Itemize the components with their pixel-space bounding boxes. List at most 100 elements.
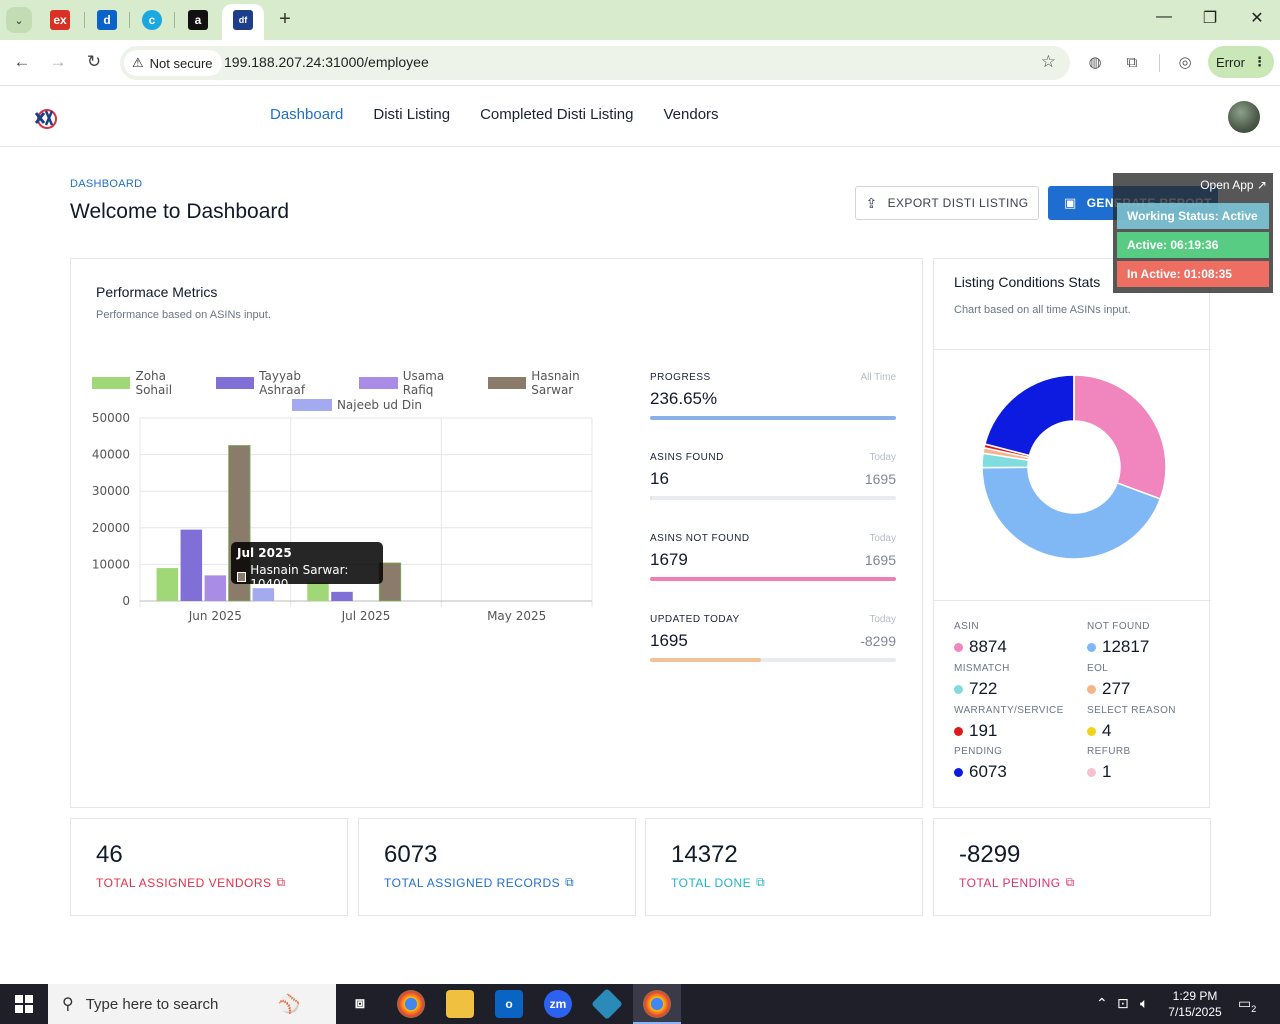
condition-dot <box>954 642 963 652</box>
y-tick-label: 0 <box>122 594 130 608</box>
summary-card-vendors[interactable]: 46 TOTAL ASSIGNED VENDORS ⧉ <box>70 818 348 916</box>
summary-label: TOTAL ASSIGNED RECORDS <box>384 875 561 890</box>
brand-logo[interactable] <box>32 103 60 131</box>
new-tab-icon[interactable]: + <box>279 8 291 30</box>
condition-pending: PENDING 6073 <box>954 746 1079 782</box>
summary-value: 14372 <box>671 841 738 868</box>
conditions-donut-chart <box>981 374 1167 560</box>
x-tick-label: Jul 2025 <box>341 609 391 623</box>
legend-label: Hasnain Sarwar <box>531 369 580 397</box>
condition-value: 6073 <box>969 762 1007 781</box>
condition-value: 722 <box>969 679 998 698</box>
chrome-icon[interactable] <box>397 990 425 1018</box>
tab-separator <box>174 12 175 28</box>
tab-search-dropdown-icon[interactable]: ⌄ <box>6 7 32 33</box>
tab-favicon-amazon[interactable]: a <box>188 10 208 30</box>
condition-value: 4 <box>1102 721 1112 740</box>
active-taskbar-item[interactable] <box>633 984 681 1024</box>
stat-asins-found: ASINS FOUND Today 16 1695 <box>650 452 896 500</box>
summary-link[interactable]: TOTAL ASSIGNED VENDORS ⧉ <box>96 875 286 890</box>
zoom-icon[interactable]: zm <box>544 990 572 1018</box>
legend-item[interactable]: Tayyab Ashraaf <box>215 369 348 397</box>
donut-slice[interactable] <box>984 374 1075 457</box>
condition-label: SELECT REASON <box>1087 705 1176 716</box>
y-tick-label: 50000 <box>92 411 130 425</box>
taskbar-search[interactable]: ⚲ Type here to search ⚾ <box>48 984 336 1024</box>
profile-icon[interactable]: ◎ <box>1178 54 1192 71</box>
toolbar-separator <box>1159 54 1160 72</box>
translate-icon[interactable]: ◍ <box>1088 54 1102 71</box>
open-app-link[interactable]: Open App ↗ <box>1200 178 1267 192</box>
legend-label: Usama Rafiq <box>402 369 445 397</box>
stat-updated-today: UPDATED TODAY Today 1695 -8299 <box>650 614 896 662</box>
close-window-icon[interactable]: ✕ <box>1250 10 1264 27</box>
performance-bar-chart: 50000 40000 30000 20000 10000 0 Jun 2025 Jul 20… <box>92 411 593 623</box>
stat-hint: Today <box>869 533 896 544</box>
summary-card-records[interactable]: 6073 TOTAL ASSIGNED RECORDS ⧉ <box>358 818 636 916</box>
url-text[interactable]: 199.188.207.24:31000/employee <box>224 54 429 70</box>
legend-item[interactable]: Zoha Sohail <box>92 369 204 397</box>
stat-progress-bar <box>650 496 896 500</box>
performance-title: Performace Metrics <box>96 284 218 300</box>
summary-link[interactable]: TOTAL ASSIGNED RECORDS ⧉ <box>384 875 574 890</box>
taskbar-clock[interactable]: 1:29 PM 7/15/2025 <box>1160 988 1230 1020</box>
nav-disti-listing[interactable]: Disti Listing <box>373 106 451 123</box>
extensions-icon[interactable]: ⧉ <box>1126 54 1138 71</box>
address-bar[interactable]: ⚠ Not secure 199.188.207.24:31000/employ… <box>120 46 1070 80</box>
back-icon[interactable]: ← <box>13 52 31 71</box>
search-icon: ⚲ <box>62 996 74 1013</box>
bar[interactable] <box>180 529 203 601</box>
tray-chevron-icon[interactable]: ⌃ <box>1096 995 1108 1011</box>
donut-slice[interactable] <box>1073 374 1167 500</box>
nav-vendors[interactable]: Vendors <box>663 106 719 123</box>
bar[interactable] <box>156 568 179 601</box>
tab-favicon-ex[interactable]: ex <box>50 10 70 30</box>
bar[interactable] <box>331 591 353 601</box>
condition-refurb: REFURB 1 <box>1087 746 1212 782</box>
security-label: Not secure <box>149 55 213 71</box>
bar[interactable] <box>204 575 227 601</box>
user-avatar[interactable] <box>1228 101 1260 133</box>
breadcrumb: DASHBOARD <box>70 178 143 190</box>
reload-icon[interactable]: ↻ <box>86 52 102 71</box>
outlook-icon[interactable]: o <box>495 990 523 1018</box>
legend-item[interactable]: Hasnain Sarwar <box>487 369 622 397</box>
export-disti-listing-button[interactable]: ⇪ EXPORT DISTI LISTING <box>855 186 1039 220</box>
task-view-icon[interactable]: ⧈ <box>354 995 366 1012</box>
notification-count: 2 <box>1251 1003 1257 1014</box>
condition-not-found: NOT FOUND 12817 <box>1087 621 1212 657</box>
nav-dashboard[interactable]: Dashboard <box>270 106 344 123</box>
file-explorer-icon[interactable] <box>446 990 474 1018</box>
legend-item[interactable]: Najeeb ud Din <box>291 398 422 412</box>
summary-link[interactable]: TOTAL PENDING ⧉ <box>959 875 1075 890</box>
summary-card-done[interactable]: 14372 TOTAL DONE ⧉ <box>645 818 923 916</box>
condition-select-reason: SELECT REASON 4 <box>1087 705 1212 741</box>
restore-icon[interactable]: ❐ <box>1202 10 1218 27</box>
browser-tab-bar: ⌄ ex d c a df + — ❐ ✕ <box>0 0 1280 40</box>
network-icon[interactable]: ⊡ <box>1117 995 1129 1011</box>
external-link-icon: ⧉ <box>756 875 766 889</box>
windows-start-icon[interactable] <box>0 984 48 1024</box>
stat-label: UPDATED TODAY <box>650 614 740 625</box>
notifications-icon[interactable]: ▭2 <box>1238 995 1257 1014</box>
security-indicator[interactable]: ⚠ Not secure <box>124 50 222 76</box>
donut-slice[interactable] <box>981 466 1162 560</box>
active-tab[interactable]: df <box>222 4 264 40</box>
stat-value: 1679 <box>650 550 688 569</box>
summary-link[interactable]: TOTAL DONE ⧉ <box>671 875 765 890</box>
tab-favicon-c[interactable]: c <box>142 10 162 30</box>
browser-toolbar: ← → ↻ ⚠ Not secure 199.188.207.24:31000/… <box>0 40 1280 86</box>
nav-completed-disti-listing[interactable]: Completed Disti Listing <box>480 106 634 123</box>
bar[interactable] <box>307 582 329 601</box>
bookmark-star-icon[interactable]: ☆ <box>1040 52 1056 71</box>
legend-item[interactable]: Usama Rafiq <box>359 369 475 397</box>
forward-icon[interactable]: → <box>49 52 67 71</box>
minimize-icon[interactable]: — <box>1156 8 1172 25</box>
tab-favicon-app[interactable]: d <box>97 10 117 30</box>
summary-card-pending[interactable]: -8299 TOTAL PENDING ⧉ <box>933 818 1211 916</box>
condition-label: EOL <box>1087 663 1109 674</box>
bar[interactable] <box>252 588 275 601</box>
app-diamond-icon[interactable] <box>591 988 623 1020</box>
error-button[interactable]: Error ⋮ <box>1208 46 1274 78</box>
volume-icon[interactable]: 🔈︎ <box>1140 995 1149 1011</box>
